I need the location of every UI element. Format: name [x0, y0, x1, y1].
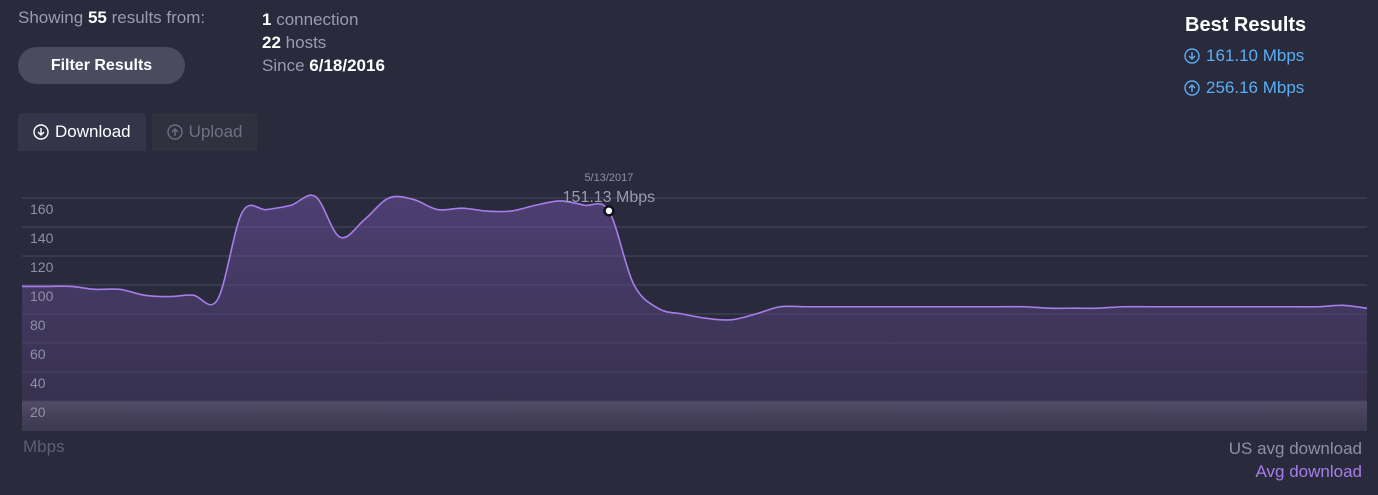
y-tick-label: 40	[30, 375, 46, 391]
download-arrow-icon	[1184, 48, 1200, 64]
best-download-value: 161.10 Mbps	[1206, 46, 1305, 65]
y-axis-unit-label: Mbps	[23, 437, 65, 456]
summary-suffix: results from:	[111, 8, 206, 27]
best-results-title: Best Results	[1185, 14, 1307, 36]
stats-block: 1 connection 22 hosts Since 6/18/2016	[262, 8, 385, 77]
chart-legend: US avg download Avg download	[1229, 437, 1362, 483]
download-area-fill	[22, 195, 1367, 430]
us-avg-legend: US avg download	[1228, 439, 1362, 458]
since-date: 6/18/2016	[309, 56, 385, 75]
y-tick-label: 160	[30, 201, 54, 217]
hosts-count: 22	[262, 33, 281, 52]
download-arrow-icon	[33, 124, 49, 140]
best-download-row: 161.10 Mbps	[1184, 46, 1314, 66]
tab-upload[interactable]: Upload	[151, 113, 258, 151]
tab-download-label: Download	[55, 122, 131, 141]
since-label: Since	[262, 56, 305, 75]
best-results: Best Results 161.10 Mbps 256.16 Mbps	[1184, 14, 1314, 98]
results-summary: Showing 55 results from:	[18, 8, 205, 28]
connections-count: 1	[262, 10, 272, 29]
y-tick-label: 100	[30, 288, 54, 304]
y-tick-label: 60	[30, 346, 46, 362]
results-count: 55	[87, 8, 107, 27]
y-tick-label: 80	[30, 317, 46, 333]
tab-upload-label: Upload	[188, 122, 243, 141]
connections-label: connection	[276, 10, 359, 29]
y-tick-label: 120	[30, 259, 54, 275]
highlight-date-label: 5/13/2017	[584, 172, 633, 184]
download-series-line	[22, 194, 1368, 321]
hosts-label: hosts	[285, 33, 327, 52]
filter-results-button[interactable]: Filter Results	[18, 47, 185, 84]
best-upload-value: 256.16 Mbps	[1206, 78, 1305, 97]
avg-download-legend: Avg download	[1255, 462, 1363, 481]
highlight-value-label: 151.13 Mbps	[563, 189, 656, 206]
y-tick-label: 140	[30, 230, 54, 246]
y-tick-label: 20	[30, 404, 46, 420]
upload-arrow-icon	[1184, 80, 1200, 96]
tab-download[interactable]: Download	[18, 113, 146, 151]
upload-arrow-icon	[166, 124, 183, 140]
best-upload-row: 256.16 Mbps	[1184, 78, 1314, 98]
tab-bar: Download Upload	[18, 113, 258, 151]
highlight-point[interactable]	[603, 205, 615, 217]
summary-prefix: Showing	[18, 8, 84, 27]
